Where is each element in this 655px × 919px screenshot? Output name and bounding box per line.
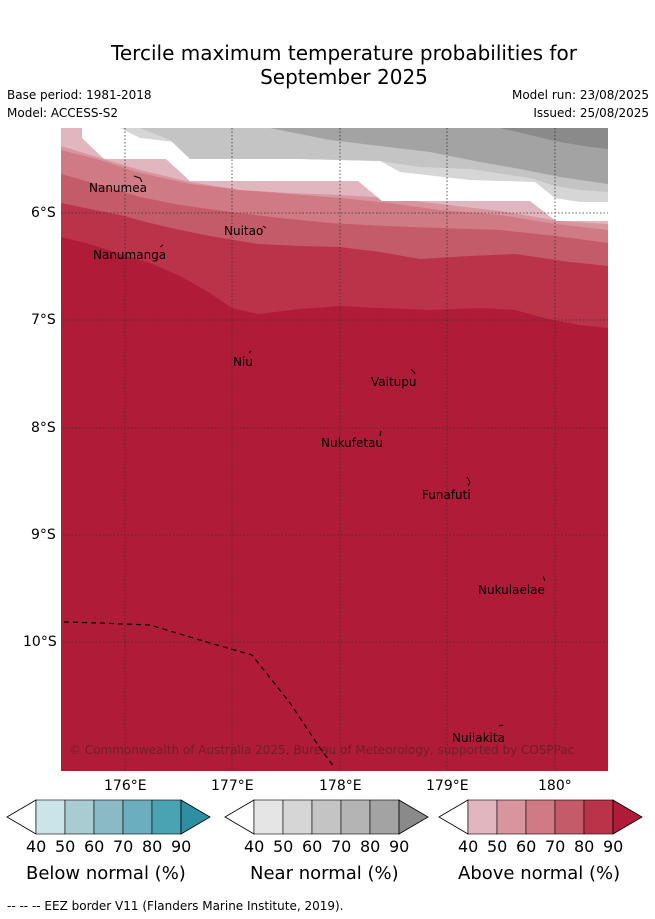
colorbar-above-segment (525, 799, 556, 835)
colorbar-near-segment (369, 799, 400, 835)
lat-label-9s: 9°S (31, 527, 56, 543)
colorbar-above-tick-label: 60 (516, 837, 537, 856)
colorbar-near-normal (224, 799, 429, 835)
model-name: Model: ACCESS-S2 (7, 106, 119, 120)
map-area (61, 128, 608, 771)
legend-title-below: Below normal (%) (26, 863, 186, 884)
lat-label-8s: 8°S (31, 420, 56, 436)
island-outlines (133, 175, 546, 727)
lat-label-10s: 10°S (23, 634, 57, 650)
place-label-vaitupu: Vaitupu (371, 375, 417, 389)
lon-label-178e: 178°E (319, 778, 362, 794)
colorbar-below-segment (93, 799, 124, 835)
colorbar-above-segment (554, 799, 585, 835)
colorbar-above-over-extension (612, 799, 643, 835)
colorbar-near-segment (311, 799, 342, 835)
place-label-nanumanga: Nanumanga (93, 248, 167, 262)
legend-title-above: Above normal (%) (458, 863, 621, 884)
colorbar-below-segment (122, 799, 153, 835)
colorbar-below-normal (6, 799, 211, 835)
colorbar-near-under-extension (224, 799, 255, 835)
map-title: Tercile maximum temperature probabilitie… (0, 41, 655, 89)
place-label-nanumea: Nanumea (89, 181, 147, 195)
colorbar-above-segment (496, 799, 527, 835)
title-line-1: Tercile maximum temperature probabilitie… (111, 41, 577, 65)
lon-label-177e: 177°E (211, 778, 254, 794)
colorbar-near-tick-label: 60 (302, 837, 323, 856)
colorbar-below-tick-label: 80 (142, 837, 163, 856)
colorbar-below-segment (35, 799, 66, 835)
colorbar-below-segment (151, 799, 182, 835)
colorbar-below-tick-label: 40 (26, 837, 47, 856)
colorbar-below-tick-label: 50 (55, 837, 76, 856)
place-label-nukulaelae: Nukulaelae (478, 583, 545, 597)
colorbar-near-segment (340, 799, 371, 835)
colorbar-below-tick-label: 90 (171, 837, 192, 856)
colorbar-above-under-extension (438, 799, 469, 835)
colorbar-above-tick-label: 40 (458, 837, 479, 856)
place-label-nuilakita: Nuilakita (452, 731, 505, 745)
lat-label-6s: 6°S (31, 205, 56, 221)
probability-field (61, 128, 608, 771)
colorbar-above-tick-label: 50 (487, 837, 508, 856)
legend-title-near: Near normal (%) (250, 863, 399, 884)
colorbar-near-over-extension (398, 799, 429, 835)
colorbar-near-tick-label: 70 (331, 837, 352, 856)
colorbar-above-tick-label: 80 (574, 837, 595, 856)
base-period: Base period: 1981-2018 (7, 88, 152, 102)
colorbar-below-over-extension (180, 799, 211, 835)
place-label-funafuti: Funafuti (422, 488, 471, 502)
colorbar-near-tick-label: 90 (389, 837, 410, 856)
place-label-nukufetau: Nukufetau (321, 436, 384, 450)
eez-border-note: -- -- -- EEZ border V11 (Flanders Marine… (7, 899, 344, 913)
lon-label-179e: 179°E (426, 778, 469, 794)
colorbar-above-segment (583, 799, 614, 835)
model-run: Model run: 23/08/2025 (511, 88, 649, 102)
colorbar-above-segment (467, 799, 498, 835)
colorbar-above-tick-label: 70 (545, 837, 566, 856)
colorbar-above-tick-label: 90 (603, 837, 624, 856)
colorbar-below-tick-label: 70 (113, 837, 134, 856)
lon-label-176e: 176°E (104, 778, 147, 794)
place-label-nuitao: Nuitao (224, 224, 264, 238)
place-label-niu: Niu (233, 355, 253, 369)
colorbar-near-tick-label: 50 (273, 837, 294, 856)
colorbar-below-tick-label: 60 (84, 837, 105, 856)
colorbar-near-segment (253, 799, 284, 835)
colorbar-below-under-extension (6, 799, 37, 835)
near-normal-80-band (500, 128, 608, 149)
colorbar-below-segment (64, 799, 95, 835)
title-line-2: September 2025 (260, 65, 428, 89)
colorbar-near-tick-label: 80 (360, 837, 381, 856)
issued-date: Issued: 25/08/2025 (533, 106, 649, 120)
copyright-notice: © Commonwealth of Australia 2025, Bureau… (69, 743, 575, 757)
colorbar-above-normal (438, 799, 643, 835)
white-strip-6s (555, 203, 608, 221)
near-normal-70-band (270, 128, 608, 184)
lat-label-7s: 7°S (31, 312, 56, 328)
graticule (61, 128, 608, 771)
legend-colorbars (6, 799, 643, 835)
colorbar-near-tick-label: 40 (244, 837, 265, 856)
colorbar-near-segment (282, 799, 313, 835)
lon-label-180: 180° (538, 778, 572, 794)
eez-border (63, 621, 335, 768)
